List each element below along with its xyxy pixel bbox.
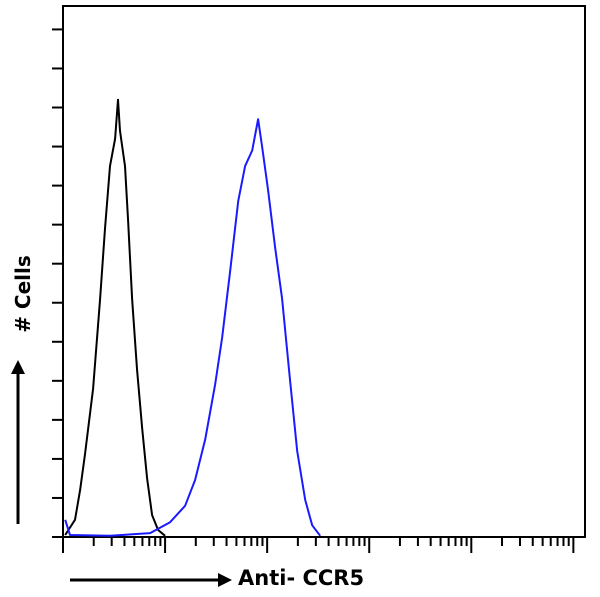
x-axis-label: Anti- CCR5	[238, 566, 365, 590]
y-axis-label: # Cells	[11, 255, 35, 333]
x-arrow-head-icon	[218, 573, 232, 587]
ccr5-histogram-line	[64, 118, 321, 537]
y-arrow-head-icon	[11, 360, 25, 374]
plot-frame	[62, 5, 586, 538]
control-histogram-line	[64, 98, 166, 537]
